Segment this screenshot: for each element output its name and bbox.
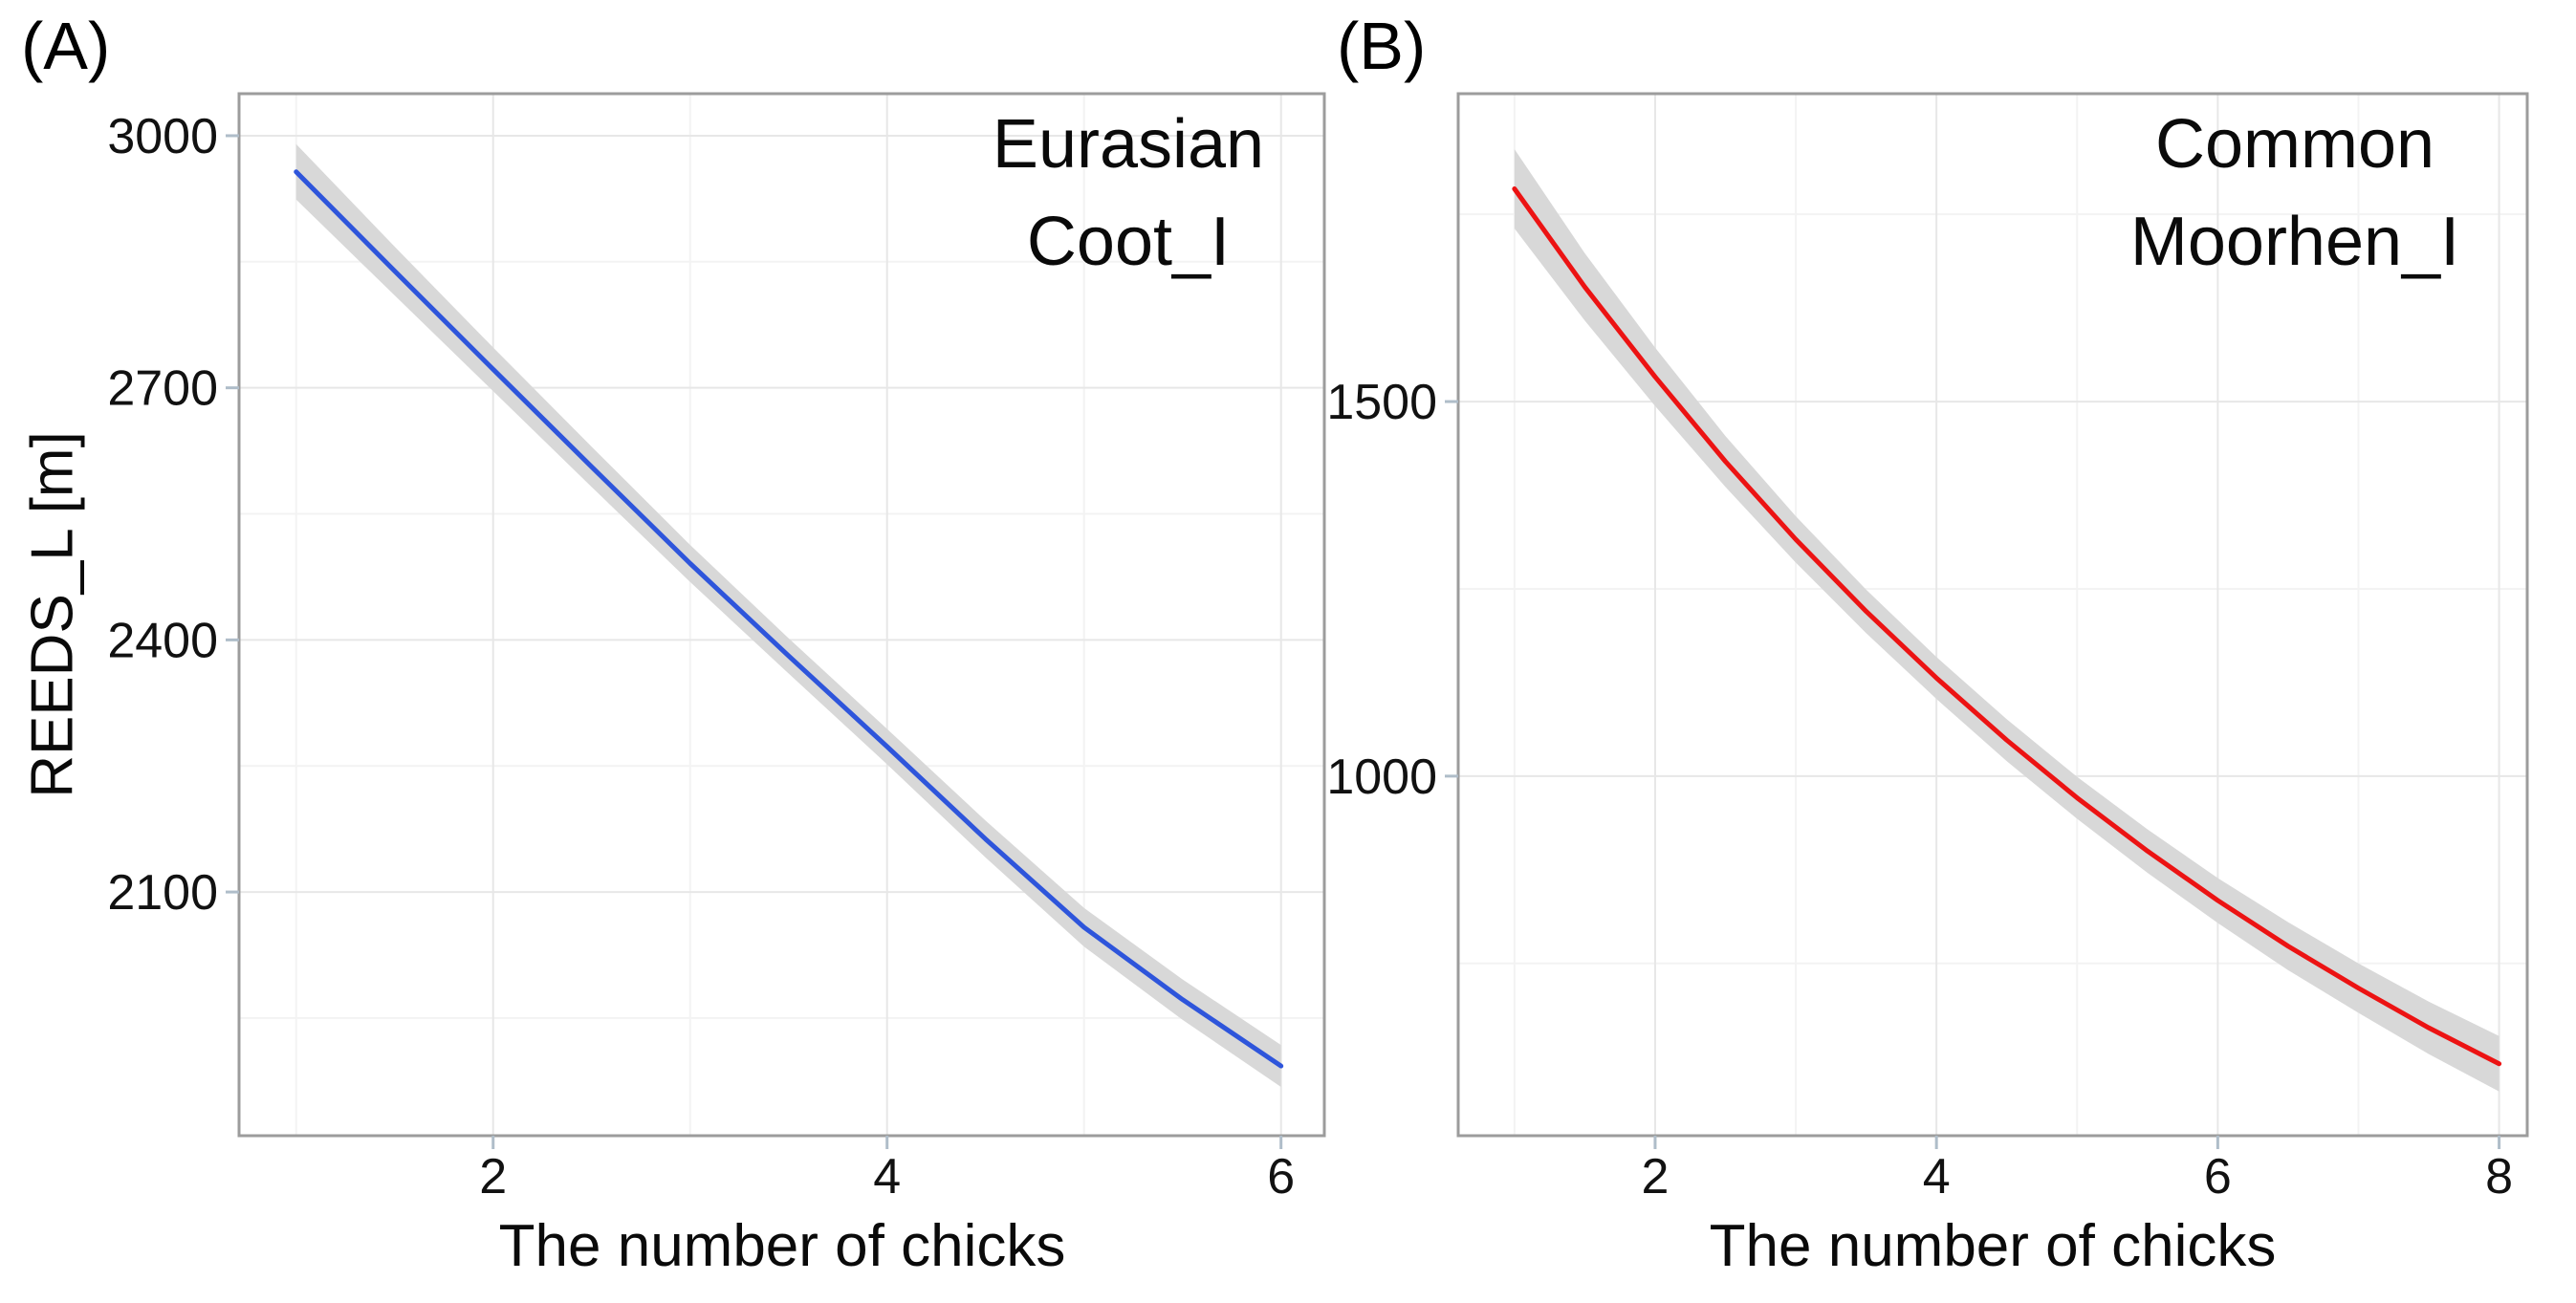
panel-a-tick-labels: 2 4 6 3000 2700 2400 2100 <box>107 109 1295 1205</box>
panel-b: 2 4 6 8 1500 1000 <box>1326 92 2529 1205</box>
panel-a-gridlines-minor <box>239 94 1324 1136</box>
panel-b-x-tick-label: 8 <box>2485 1149 2513 1205</box>
panel-a-y-tick-label: 2400 <box>107 613 218 668</box>
panel-a-ci-band <box>295 143 1281 1088</box>
panel-a-y-tick-label: 3000 <box>107 109 218 164</box>
panel-b-ci-band <box>1514 148 2500 1092</box>
panel-a-y-axis-label: REEDS_L [m] <box>19 431 86 798</box>
panel-a-axis-ticks <box>226 134 1283 1149</box>
panel-a-x-axis-label: The number of chicks <box>498 1213 1066 1279</box>
panel-a-corner-label: (A) <box>21 9 111 83</box>
panel-b-title: Common Moorhen_I <box>2130 96 2459 291</box>
panel-b-gridlines-major <box>1458 94 2527 1136</box>
panel-b-axis-ticks <box>1445 400 2501 1149</box>
panel-a-x-tick-label: 6 <box>1267 1149 1295 1205</box>
panel-b-gridlines-minor <box>1458 94 2527 1136</box>
panel-b-border <box>1456 92 2529 1138</box>
panel-a-title-line1: Eurasian <box>992 106 1265 183</box>
panel-a-title-line2: Coot_I <box>1026 204 1231 280</box>
panel-a-y-tick-label: 2700 <box>107 361 218 417</box>
panel-b-x-axis-label: The number of chicks <box>1709 1213 2277 1279</box>
panel-b-y-tick-label: 1500 <box>1326 375 1437 430</box>
panel-b-tick-labels: 2 4 6 8 1500 1000 <box>1326 375 2513 1205</box>
panel-b-corner-label: (B) <box>1337 9 1427 83</box>
panel-b-x-tick-label: 2 <box>1641 1149 1669 1205</box>
panel-a: 2 4 6 3000 2700 2400 2100 <box>107 92 1326 1205</box>
panel-a-fit-line <box>294 169 1284 1069</box>
panel-b-y-tick-label: 1000 <box>1326 749 1437 805</box>
panel-a-x-tick-label: 2 <box>479 1149 507 1205</box>
panel-a-x-tick-label: 4 <box>873 1149 901 1205</box>
panel-a-y-tick-label: 2100 <box>107 865 218 921</box>
panel-b-title-line1: Common <box>2154 106 2435 183</box>
panel-a-border <box>237 92 1326 1138</box>
panel-b-x-tick-label: 6 <box>2204 1149 2232 1205</box>
panel-b-x-tick-label: 4 <box>1923 1149 1951 1205</box>
panel-b-title-line2: Moorhen_I <box>2129 204 2460 280</box>
panel-a-title: Eurasian Coot_I <box>993 96 1264 291</box>
panel-b-fit-line <box>1512 186 2502 1067</box>
